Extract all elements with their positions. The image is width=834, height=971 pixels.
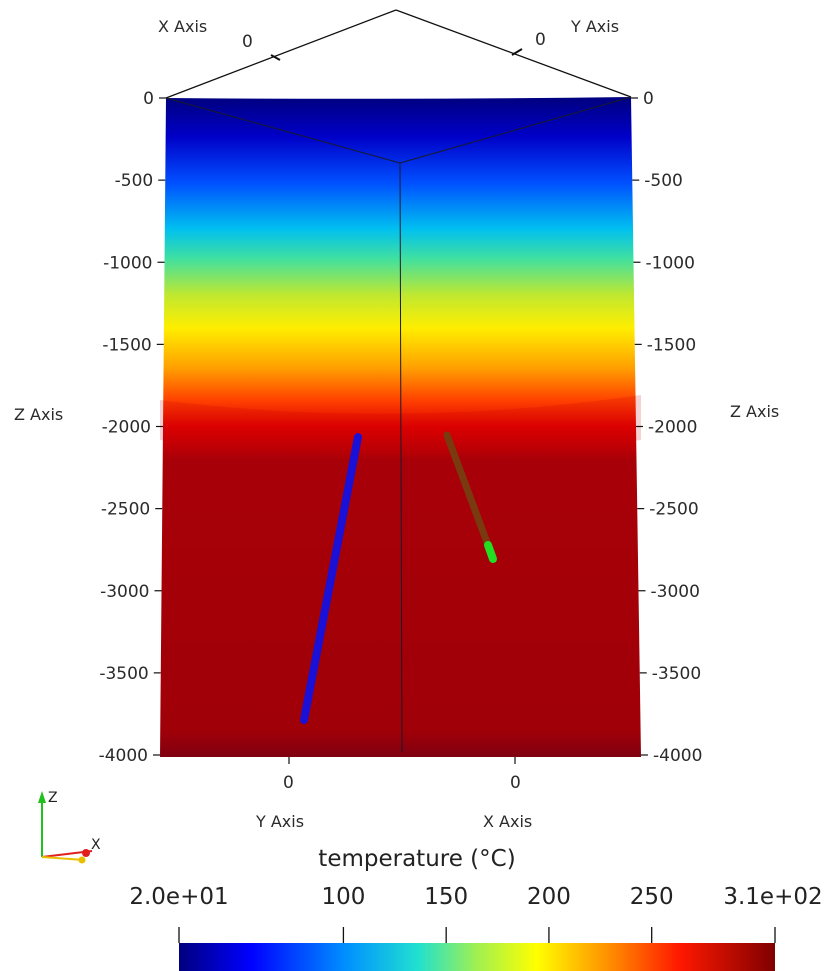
colorbar-max-label: 3.1e+02 — [723, 884, 823, 910]
y-axis-label-bottom: Y Axis — [255, 812, 304, 831]
z-axis-left-ticks: 0 -500 -1000 -1500 -2000 -2500 -3000 -3500 -4000 — [99, 89, 154, 766]
well-1[interactable] — [300, 433, 362, 724]
z-axis-right-ticks: 0 -500 -1000 -1500 -2000 -2500 -3000 -3500 -4000 — [643, 89, 702, 766]
orientation-x-arrowhead — [82, 849, 90, 857]
z-tick-label-right: -1500 — [647, 335, 696, 355]
z-tick-label-right: -1000 — [646, 253, 695, 273]
wells[interactable] — [300, 431, 497, 724]
z-axis-tick-lines — [153, 97, 648, 756]
x-axis-label-bottom: X Axis — [483, 812, 532, 831]
z-tick-label-right: -3500 — [652, 664, 701, 684]
colorbar-tick-label: 100 — [321, 884, 366, 910]
well-2-tip[interactable] — [484, 541, 497, 563]
z-tick-label-left: 0 — [143, 89, 154, 109]
z-axis-label-left: Z Axis — [14, 405, 63, 424]
colorbar-gradient — [179, 943, 775, 971]
z-tick-label-right: -2000 — [648, 418, 697, 438]
z-tick-label-left: -1500 — [102, 335, 151, 355]
colorbar-min-label: 2.0e+01 — [129, 884, 229, 910]
orientation-axes-widget[interactable]: Z X — [38, 790, 101, 864]
colorbar-tick-label: 150 — [424, 884, 469, 910]
bottom-tick-left: 0 — [283, 773, 294, 793]
z-tick-label-right: -4000 — [653, 746, 702, 766]
z-tick-label-left: -3000 — [100, 582, 149, 602]
orientation-y-axis — [41, 856, 85, 861]
top-tick-left: 0 — [242, 32, 253, 52]
z-tick-label-left: -500 — [115, 171, 154, 191]
top-face-wireframe — [165, 9, 632, 99]
y-axis-label-top: Y Axis — [570, 17, 619, 36]
orientation-x-label: X — [91, 837, 101, 853]
z-tick-label-right: 0 — [643, 89, 654, 109]
z-tick-label-left: -4000 — [99, 746, 148, 766]
z-tick-label-right: -3000 — [651, 582, 700, 602]
orientation-z-label: Z — [48, 790, 58, 806]
x-axis-label-top: X Axis — [158, 17, 207, 36]
z-tick-label-right: -500 — [644, 171, 683, 191]
colorbar — [178, 927, 776, 971]
z-tick-label-left: -3500 — [99, 664, 148, 684]
orientation-z-arrowhead — [38, 791, 46, 803]
z-axis-label-right: Z Axis — [730, 402, 779, 421]
colorbar-title: temperature (°C) — [318, 846, 516, 872]
colorbar-tick-label: 250 — [629, 884, 674, 910]
colorbar-tick-label: 200 — [526, 884, 571, 910]
z-tick-label-left: -1000 — [103, 253, 152, 273]
z-tick-label-left: -2000 — [102, 418, 151, 438]
bottom-tick-right: 0 — [510, 773, 521, 793]
well-2[interactable] — [443, 431, 492, 549]
colorbar-tick-marks — [178, 927, 776, 943]
orientation-y-arrowhead — [78, 856, 86, 864]
edge-left — [165, 97, 401, 164]
edge-right — [399, 96, 632, 164]
z-tick-label-right: -2500 — [649, 500, 698, 520]
temperature-volume[interactable] — [160, 96, 641, 757]
z-tick-label-left: -2500 — [101, 500, 150, 520]
top-tick-right: 0 — [535, 30, 546, 50]
edge-center — [399, 162, 403, 753]
